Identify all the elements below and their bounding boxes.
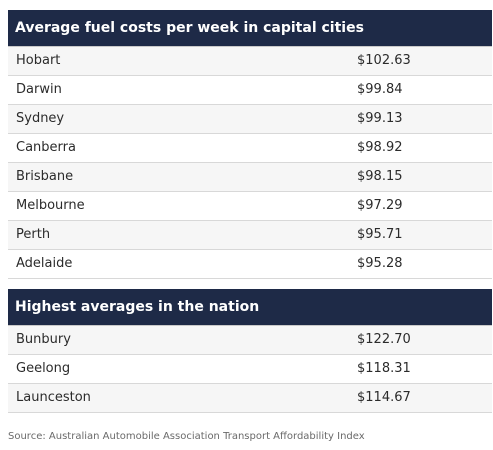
cost-cell: $95.71 [357, 227, 403, 242]
city-cell: Adelaide [16, 256, 73, 271]
cost-cell: $97.29 [357, 198, 403, 213]
highest-averages-table-title: Highest averages in the nation [8, 289, 492, 326]
table-row: Hobart $102.63 [8, 47, 492, 76]
city-cell: Brisbane [16, 169, 74, 184]
cost-cell: $114.67 [357, 390, 411, 405]
table-row: Launceston $114.67 [8, 384, 492, 413]
city-cell: Canberra [16, 140, 76, 155]
cost-cell: $102.63 [357, 53, 411, 68]
cost-cell: $122.70 [357, 332, 411, 347]
source-note: Source: Australian Automobile Associatio… [8, 431, 365, 442]
table-row: Bunbury $122.70 [8, 326, 492, 355]
cost-cell: $99.84 [357, 82, 403, 97]
cost-cell: $98.15 [357, 169, 403, 184]
capital-cities-table: Average fuel costs per week in capital c… [8, 10, 492, 279]
city-cell: Sydney [16, 111, 65, 126]
city-cell: Bunbury [16, 332, 71, 347]
city-cell: Geelong [16, 361, 71, 376]
city-cell: Darwin [16, 82, 62, 97]
capital-cities-table-title: Average fuel costs per week in capital c… [8, 10, 492, 47]
city-cell: Perth [16, 227, 51, 242]
table-row: Melbourne $97.29 [8, 192, 492, 221]
city-cell: Hobart [16, 53, 61, 68]
city-cell: Launceston [16, 390, 91, 405]
table-row: Geelong $118.31 [8, 355, 492, 384]
table-row: Sydney $99.13 [8, 105, 492, 134]
cost-cell: $118.31 [357, 361, 411, 376]
table-row: Darwin $99.84 [8, 76, 492, 105]
table-row: Canberra $98.92 [8, 134, 492, 163]
cost-cell: $95.28 [357, 256, 403, 271]
city-cell: Melbourne [16, 198, 85, 213]
highest-averages-table: Highest averages in the nation Bunbury $… [8, 289, 492, 413]
cost-cell: $98.92 [357, 140, 403, 155]
table-row: Adelaide $95.28 [8, 250, 492, 279]
cost-cell: $99.13 [357, 111, 403, 126]
table-row: Perth $95.71 [8, 221, 492, 250]
table-row: Brisbane $98.15 [8, 163, 492, 192]
